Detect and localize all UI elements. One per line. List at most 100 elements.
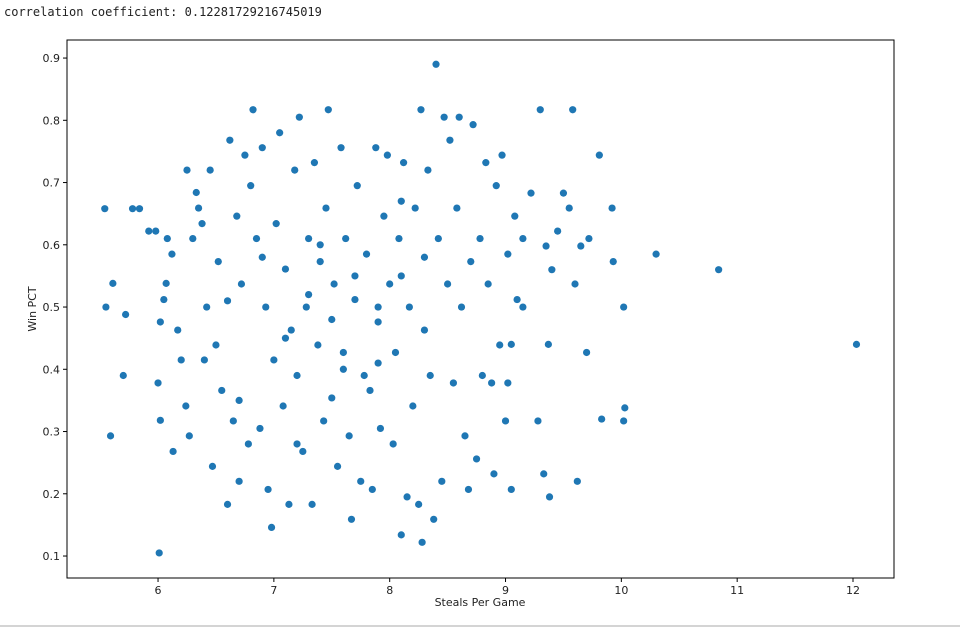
point (571, 280, 579, 288)
point (565, 204, 573, 212)
point (511, 212, 519, 220)
point (264, 485, 272, 494)
point (545, 493, 554, 501)
point (305, 234, 313, 243)
point (310, 159, 319, 167)
point (185, 432, 193, 440)
point (223, 297, 232, 305)
point (285, 500, 293, 508)
point (374, 359, 382, 367)
point (395, 234, 403, 243)
point (194, 204, 203, 212)
point (182, 402, 190, 410)
point (507, 485, 515, 494)
point (122, 310, 130, 319)
point (434, 234, 442, 243)
point (330, 280, 338, 288)
point (577, 242, 585, 250)
point (351, 272, 359, 280)
point (519, 303, 527, 311)
point (478, 371, 486, 380)
point (156, 416, 164, 424)
point (226, 136, 234, 144)
point (189, 234, 197, 243)
point (424, 166, 432, 174)
y-tick-label: 0.8 (43, 114, 61, 127)
point (409, 402, 417, 410)
point (229, 417, 237, 425)
point (609, 257, 617, 266)
point (621, 404, 629, 412)
point (357, 477, 365, 485)
point (501, 417, 510, 425)
point (262, 303, 270, 311)
point (214, 257, 222, 266)
point (540, 470, 548, 478)
point (102, 303, 110, 311)
point (212, 341, 220, 349)
point (162, 279, 170, 287)
point (374, 303, 382, 311)
point (498, 151, 506, 159)
point (559, 189, 568, 197)
point (397, 197, 405, 205)
x-tick-label: 8 (386, 584, 393, 597)
point (235, 396, 243, 405)
x-tick-label: 12 (846, 584, 860, 597)
point (534, 417, 542, 425)
point (223, 500, 232, 508)
point (322, 204, 330, 212)
point (328, 315, 336, 324)
y-tick-label: 0.5 (43, 301, 61, 314)
point (174, 326, 182, 334)
point (256, 424, 264, 433)
point (469, 121, 477, 129)
point (411, 204, 419, 212)
point (168, 250, 176, 258)
x-tick-label: 11 (730, 584, 744, 597)
point (386, 280, 394, 288)
point (360, 371, 368, 380)
point (156, 318, 164, 326)
point (270, 356, 278, 364)
point (426, 371, 434, 380)
point (169, 447, 177, 456)
point (272, 220, 280, 228)
point (198, 220, 206, 228)
point (160, 295, 168, 304)
point (351, 295, 359, 304)
x-tick-label: 10 (614, 584, 628, 597)
point (339, 348, 347, 357)
point (109, 279, 117, 287)
point (119, 371, 127, 380)
point (569, 106, 577, 114)
point (403, 493, 411, 501)
x-tick-label: 7 (270, 584, 277, 597)
point (252, 234, 261, 243)
point (281, 265, 290, 273)
y-tick-label: 0.2 (43, 488, 61, 501)
y-tick-label: 0.7 (43, 177, 61, 190)
point (383, 151, 391, 159)
point (295, 113, 303, 121)
point (608, 204, 616, 212)
point (281, 334, 290, 342)
point (440, 113, 448, 121)
point (472, 455, 481, 463)
point (453, 204, 461, 212)
point (380, 212, 388, 220)
point (430, 515, 438, 523)
output-text: correlation coefficient: 0.1228172921674… (4, 5, 322, 19)
point (484, 280, 492, 288)
point (527, 189, 535, 197)
y-tick-label: 0.4 (43, 363, 61, 376)
point (339, 365, 347, 373)
point (293, 371, 301, 380)
point (345, 432, 353, 440)
point (279, 402, 287, 410)
x-axis-label: Steals Per Game (435, 596, 526, 609)
point (585, 234, 593, 243)
point (446, 136, 454, 144)
point (598, 415, 606, 423)
